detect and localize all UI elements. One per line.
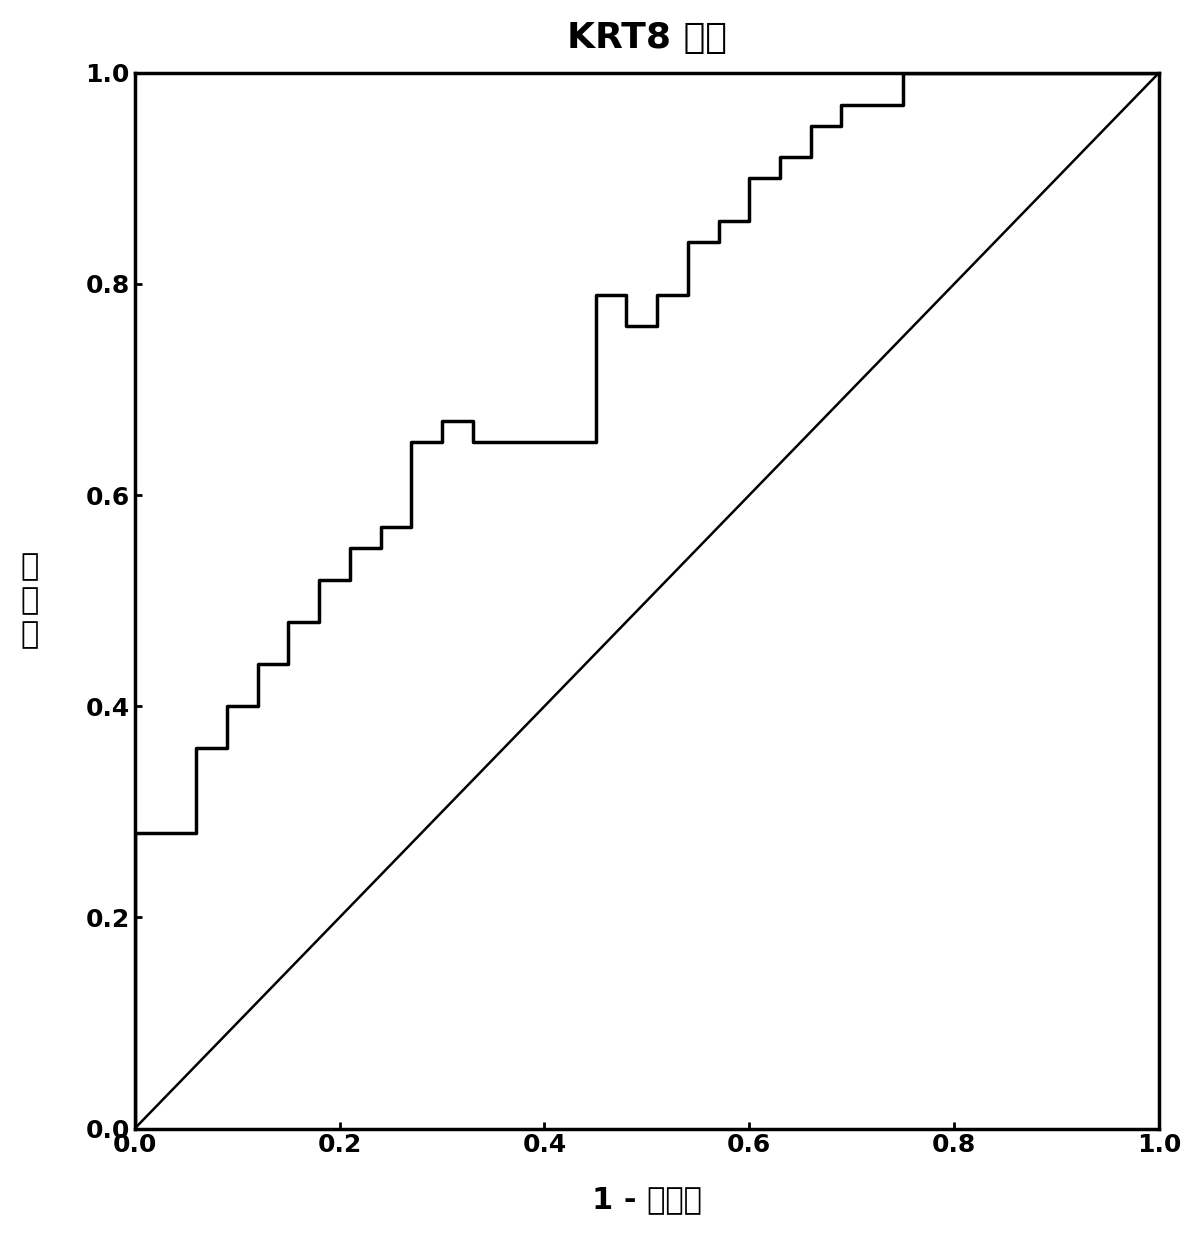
Y-axis label: 敏
感
度: 敏 感 度: [20, 552, 40, 648]
X-axis label: 1 - 特异性: 1 - 特异性: [591, 1186, 702, 1214]
Title: KRT8 曲线: KRT8 曲线: [567, 21, 727, 54]
